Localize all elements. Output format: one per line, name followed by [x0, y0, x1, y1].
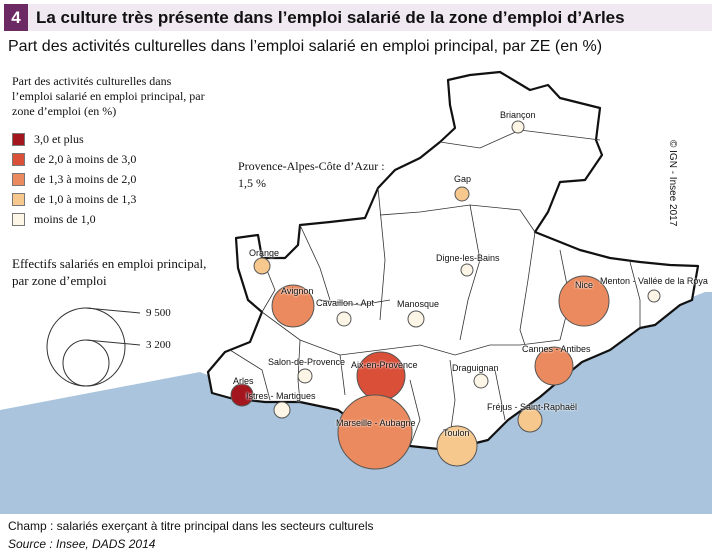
zone-label-briancon: Briançon — [500, 110, 536, 120]
legend-title: Part des activités culturelles dans l’em… — [12, 74, 205, 118]
legend-label: de 1,3 à moins de 2,0 — [34, 171, 137, 186]
zone-boundaries — [229, 129, 641, 451]
legend-item: de 1,0 à moins de 1,3 — [12, 189, 212, 209]
zone-label-nice: Nice — [575, 280, 594, 290]
bubble-toulon — [436, 425, 478, 467]
zone-label-gap: Gap — [454, 174, 472, 184]
figure-subtitle: Part des activités culturelles dans l’em… — [8, 38, 603, 55]
zone-label-arles: Arles — [233, 376, 254, 386]
zone-label-manosque: Manosque — [397, 299, 440, 309]
bubble-nice — [558, 275, 610, 327]
legend-label: moins de 1,0 — [34, 211, 96, 226]
bubble-gap — [454, 186, 470, 202]
bubble-draguignan — [473, 373, 489, 389]
legend-swatch — [12, 152, 25, 166]
zone-label-aix: Aix-en-Provence — [351, 360, 418, 370]
bubble-arles — [230, 383, 254, 407]
bubble-cavaillon — [336, 311, 352, 327]
footer-champ: Champ : salariés exerçant à titre princi… — [8, 519, 374, 533]
paca-note-label: Provence-Alpes-Côte d’Azur : — [238, 159, 385, 173]
zone-label-draguignan: Draguignan — [452, 363, 499, 373]
color-legend: Part des activités culturelles dans l’em… — [12, 74, 212, 229]
legend-label: de 1,0 à moins de 1,3 — [34, 191, 137, 206]
legend-item: moins de 1,0 — [12, 209, 212, 229]
paca-note: Provence-Alpes-Côte d’Azur : 1,5 % — [238, 158, 385, 192]
paca-note-value: 1,5 % — [238, 176, 266, 190]
bubble-frejus — [517, 407, 543, 433]
bubble-istres — [273, 401, 291, 419]
legend-swatch — [12, 212, 25, 226]
legend-swatch — [12, 132, 25, 146]
zone-label-marseille: Marseille - Aubagne — [336, 418, 416, 428]
bubble-manosque — [407, 310, 425, 328]
zone-label-istres: Istres - Martigues — [246, 391, 316, 401]
legend-item: de 1,3 à moins de 2,0 — [12, 169, 212, 189]
legend-item: de 2,0 à moins de 3,0 — [12, 149, 212, 169]
legend-label: de 2,0 à moins de 3,0 — [34, 151, 137, 166]
size-legend — [46, 307, 141, 387]
bubble-menton — [647, 289, 661, 303]
zone-label-salon: Salon-de-Provence — [268, 357, 346, 367]
bubble-briancon — [511, 120, 525, 134]
copyright: © IGN - Insee 2017 — [667, 140, 678, 227]
legend-swatch — [12, 192, 25, 206]
zone-label-toulon: Toulon — [443, 428, 470, 438]
bubble-avignon — [271, 284, 315, 328]
zone-label-menton: Menton - Vallée de la Roya — [600, 276, 708, 286]
legend-item: 3,0 et plus — [12, 129, 212, 149]
sea — [0, 292, 712, 514]
title-bar: 4 La culture très présente dans l’emploi… — [4, 4, 712, 31]
legend-label: 3,0 et plus — [34, 131, 84, 146]
footer-source: Source : Insee, DADS 2014 — [8, 537, 156, 551]
zone-label-cannes: Cannes - Antibes — [522, 344, 591, 354]
zone-label-avignon: Avignon — [281, 286, 314, 296]
zone-label-orange: Orange — [249, 248, 280, 258]
zone-label-frejus: Fréjus - Saint-Raphaël — [487, 402, 578, 412]
zone-label-digne: Digne-les-Bains — [436, 253, 500, 263]
legend-swatch — [12, 172, 25, 186]
bubble-digne — [460, 263, 474, 277]
figure-title: La culture très présente dans l’emploi s… — [36, 7, 625, 27]
figure-number: 4 — [4, 4, 28, 31]
size-legend-large: 9 500 — [146, 307, 171, 319]
bubbles — [230, 120, 661, 470]
bubble-marseille — [337, 394, 413, 470]
bubble-salon — [297, 368, 313, 384]
size-legend-title: Effectifs salariés en emploi principal, … — [12, 256, 207, 288]
zone-label-cavaillon: Cavaillon - Apt — [316, 298, 375, 308]
bubble-orange — [253, 257, 271, 275]
size-legend-small: 3 200 — [146, 339, 171, 351]
bubble-cannes — [534, 346, 574, 386]
